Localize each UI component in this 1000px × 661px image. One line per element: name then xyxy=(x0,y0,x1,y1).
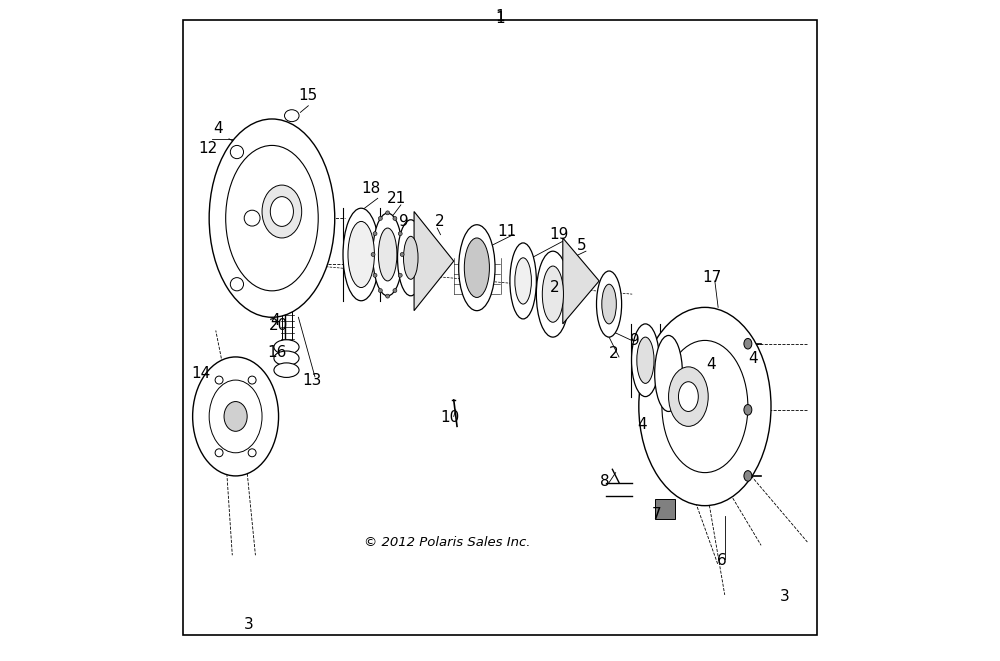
Circle shape xyxy=(386,211,390,215)
Circle shape xyxy=(373,274,377,278)
Text: 2: 2 xyxy=(609,346,619,361)
Ellipse shape xyxy=(655,335,682,411)
Text: 20: 20 xyxy=(269,318,288,332)
Text: 3: 3 xyxy=(779,589,789,603)
Text: 11: 11 xyxy=(498,224,517,239)
Text: 4: 4 xyxy=(213,122,223,136)
Ellipse shape xyxy=(274,363,299,377)
Circle shape xyxy=(230,278,244,291)
Circle shape xyxy=(378,289,382,293)
Text: 7: 7 xyxy=(652,507,661,522)
Text: 4: 4 xyxy=(748,351,758,366)
Polygon shape xyxy=(414,212,454,311)
Ellipse shape xyxy=(632,324,659,397)
Ellipse shape xyxy=(637,337,654,383)
Text: 13: 13 xyxy=(302,373,321,387)
Circle shape xyxy=(244,210,260,226)
Ellipse shape xyxy=(285,110,299,122)
Text: 6: 6 xyxy=(717,553,726,568)
Text: 14: 14 xyxy=(192,366,211,381)
Polygon shape xyxy=(563,238,599,324)
Ellipse shape xyxy=(274,340,299,354)
Text: 21: 21 xyxy=(387,191,406,206)
Text: 18: 18 xyxy=(361,181,381,196)
Text: 2: 2 xyxy=(549,280,559,295)
Ellipse shape xyxy=(744,338,752,349)
Circle shape xyxy=(398,274,402,278)
Circle shape xyxy=(400,253,404,256)
Ellipse shape xyxy=(403,236,418,279)
Ellipse shape xyxy=(515,258,531,304)
Circle shape xyxy=(230,145,244,159)
Text: 5: 5 xyxy=(577,239,587,253)
Text: 3: 3 xyxy=(244,617,254,632)
Ellipse shape xyxy=(510,243,536,319)
Text: 8: 8 xyxy=(600,474,609,488)
Text: 10: 10 xyxy=(441,410,460,425)
Ellipse shape xyxy=(536,251,569,337)
Text: 19: 19 xyxy=(550,227,569,242)
Ellipse shape xyxy=(597,271,622,337)
Text: 4: 4 xyxy=(270,313,280,328)
Circle shape xyxy=(215,376,223,384)
Ellipse shape xyxy=(348,221,374,288)
Text: 17: 17 xyxy=(702,270,721,285)
Circle shape xyxy=(398,231,402,236)
Ellipse shape xyxy=(209,119,335,317)
Ellipse shape xyxy=(343,208,379,301)
Ellipse shape xyxy=(459,225,495,311)
Text: © 2012 Polaris Sales Inc.: © 2012 Polaris Sales Inc. xyxy=(364,535,530,549)
Ellipse shape xyxy=(662,340,748,473)
Bar xyxy=(655,499,675,519)
Ellipse shape xyxy=(209,380,262,453)
Ellipse shape xyxy=(398,219,424,296)
Ellipse shape xyxy=(274,351,299,366)
Ellipse shape xyxy=(464,238,489,297)
Ellipse shape xyxy=(639,307,771,506)
Text: 16: 16 xyxy=(268,345,287,360)
Circle shape xyxy=(378,216,382,220)
Text: 9: 9 xyxy=(630,333,640,348)
Circle shape xyxy=(248,376,256,384)
Text: 4: 4 xyxy=(637,417,647,432)
Circle shape xyxy=(373,231,377,236)
Ellipse shape xyxy=(602,284,616,324)
Ellipse shape xyxy=(378,228,397,281)
Ellipse shape xyxy=(224,401,247,432)
Circle shape xyxy=(248,449,256,457)
Circle shape xyxy=(393,289,397,293)
Ellipse shape xyxy=(542,266,563,322)
Ellipse shape xyxy=(373,213,403,296)
Ellipse shape xyxy=(193,357,279,476)
Text: 4: 4 xyxy=(707,358,716,372)
Text: 1: 1 xyxy=(495,11,505,26)
Text: 2: 2 xyxy=(434,214,444,229)
Ellipse shape xyxy=(226,145,318,291)
Text: 12: 12 xyxy=(198,141,217,156)
Circle shape xyxy=(371,253,375,256)
Ellipse shape xyxy=(270,197,293,226)
Ellipse shape xyxy=(669,367,708,426)
Circle shape xyxy=(386,294,390,298)
Text: 15: 15 xyxy=(299,89,318,103)
Ellipse shape xyxy=(744,405,752,415)
Ellipse shape xyxy=(744,471,752,481)
Text: 1: 1 xyxy=(495,9,505,24)
Ellipse shape xyxy=(678,381,698,411)
Text: 9: 9 xyxy=(399,214,408,229)
Circle shape xyxy=(393,216,397,220)
Circle shape xyxy=(215,449,223,457)
Ellipse shape xyxy=(262,185,302,238)
